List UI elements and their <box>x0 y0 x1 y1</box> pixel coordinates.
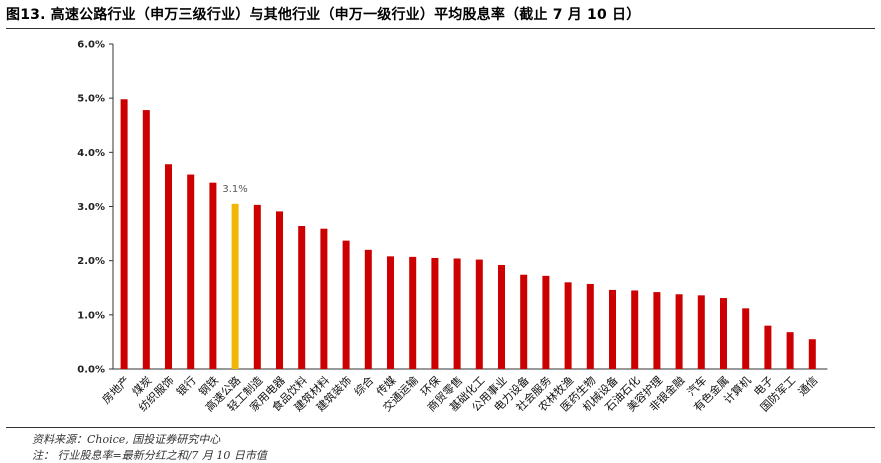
bar <box>498 265 505 369</box>
bar <box>120 99 128 369</box>
bar <box>298 226 306 369</box>
bar <box>409 256 417 369</box>
source-note: 资料来源：Choice, 国投证券研究中心 <box>32 433 221 446</box>
bar <box>253 204 261 369</box>
bar <box>431 257 439 369</box>
bar <box>609 289 616 369</box>
y-tick-label: 3.0% <box>77 202 105 213</box>
bar <box>475 259 483 369</box>
chart-bars: 3.1% <box>120 99 816 369</box>
chart-title: 图13. 高速公路行业（申万三级行业）与其他行业（申万一级行业）平均股息率（截止… <box>6 7 641 23</box>
bar <box>542 275 550 369</box>
bar <box>342 240 350 369</box>
bar <box>720 298 727 369</box>
y-tick-label: 2.0% <box>77 256 105 267</box>
bar <box>631 290 639 369</box>
bar <box>520 274 528 369</box>
bar-highlight <box>231 203 239 369</box>
footer-divider <box>6 427 875 428</box>
x-tick-label: 综合 <box>351 373 376 398</box>
bar <box>742 308 750 369</box>
y-tick-label: 0.0% <box>77 365 105 376</box>
bar <box>675 294 683 369</box>
x-tick-label: 通信 <box>796 374 821 399</box>
y-tick-label: 1.0% <box>77 310 105 321</box>
bar <box>387 256 394 369</box>
bar <box>364 249 372 369</box>
bar <box>786 332 794 369</box>
bar <box>564 282 572 369</box>
bar <box>586 283 594 369</box>
bar <box>808 339 816 369</box>
y-tick-label: 4.0% <box>77 148 105 159</box>
bar <box>209 182 217 369</box>
x-tick-label: 房地产 <box>99 373 132 406</box>
bar <box>764 325 772 369</box>
bar <box>165 164 172 369</box>
bar <box>697 295 705 369</box>
y-tick-label: 6.0% <box>77 40 105 51</box>
bar <box>276 211 283 369</box>
data-label: 3.1% <box>222 184 247 195</box>
x-tick-label: 银行 <box>173 373 198 398</box>
title-divider <box>6 28 875 29</box>
footnote: 注： 行业股息率=最新分红之和/7 月 10 日市值 <box>32 449 267 462</box>
chart-x-labels: 房地产煤炭纺织服饰银行钢铁高速公路轻工制造家用电器食品饮料建筑材料建筑装饰综合传… <box>99 373 820 414</box>
bar <box>187 174 195 369</box>
bar <box>320 228 328 369</box>
y-tick-label: 5.0% <box>77 94 105 105</box>
bar <box>453 258 461 369</box>
bar <box>142 110 150 369</box>
bar <box>653 292 661 369</box>
bar-chart: 0.0% 1.0% 2.0% 3.0% 4.0% 5.0% 6.0% 3.1% 房地产煤炭纺… <box>77 40 828 414</box>
